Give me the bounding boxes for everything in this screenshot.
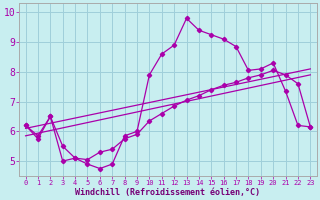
X-axis label: Windchill (Refroidissement éolien,°C): Windchill (Refroidissement éolien,°C) — [76, 188, 260, 197]
